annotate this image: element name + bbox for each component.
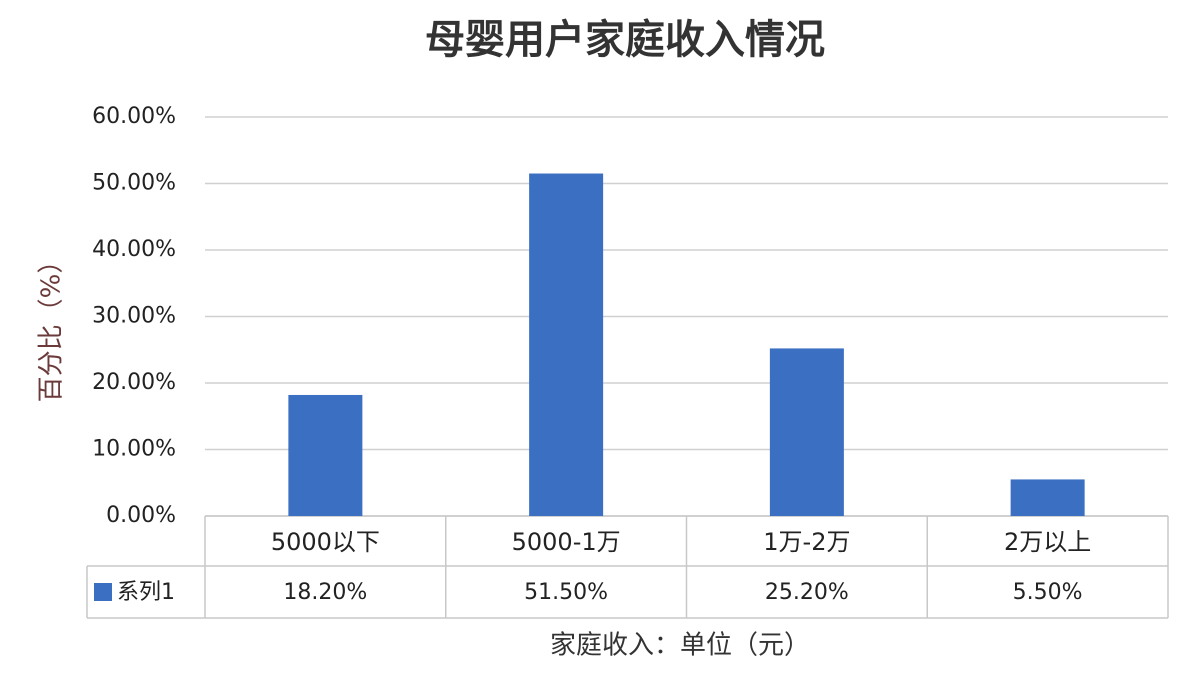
table-value: 18.20% — [283, 580, 367, 605]
table-value: 25.20% — [765, 580, 849, 605]
bar — [529, 173, 604, 516]
x-tick-label: 2万以上 — [1004, 528, 1091, 556]
bar — [769, 348, 844, 516]
y-tick-label: 50.00% — [92, 171, 176, 196]
y-tick-label: 30.00% — [92, 304, 176, 329]
x-tick-label: 5000-1万 — [512, 528, 621, 556]
table-value: 5.50% — [1013, 580, 1083, 605]
y-tick-label: 0.00% — [106, 503, 176, 528]
y-tick-label: 20.00% — [92, 370, 176, 395]
bar — [1010, 479, 1085, 516]
x-axis-label: 家庭收入：单位（元） — [550, 631, 810, 661]
legend-swatch — [94, 583, 112, 601]
chart-title: 母婴用户家庭收入情况 — [425, 17, 825, 63]
y-tick-label: 40.00% — [92, 237, 176, 262]
x-tick-label: 1万-2万 — [763, 528, 850, 556]
y-axis-label: 百分比（%） — [37, 248, 67, 403]
table-value: 51.50% — [524, 580, 608, 605]
legend-label: 系列1 — [117, 580, 175, 605]
x-tick-label: 5000以下 — [271, 528, 380, 556]
y-tick-label: 10.00% — [92, 437, 176, 462]
bar — [288, 394, 363, 516]
y-tick-label: 60.00% — [92, 104, 176, 129]
